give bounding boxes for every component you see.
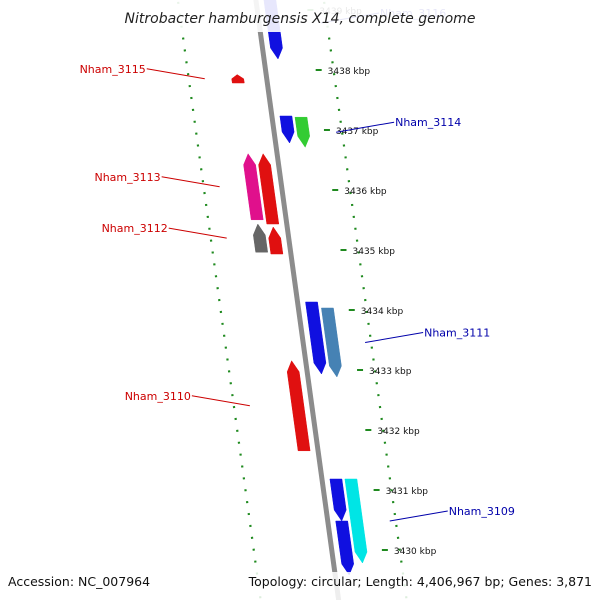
gene-nham-3111-leader	[365, 332, 424, 343]
genome-backbone	[253, 0, 342, 600]
map-title: Nitrobacter hamburgensis X14, complete g…	[125, 11, 476, 27]
accession-text: Accession: NC_007964	[8, 574, 150, 589]
gene-nham-3110-arrow	[286, 360, 311, 452]
tick-label: 3435 kbp	[353, 247, 396, 257]
title-backdrop	[0, 0, 600, 32]
track-dots	[176, 0, 408, 600]
gene-nham-3114-leader	[336, 121, 395, 133]
gene-nham-3115-label: Nham_3115	[80, 63, 146, 76]
gene-nham-3110-label: Nham_3110	[125, 390, 191, 403]
gene-feature-arrow	[305, 301, 327, 375]
tick-label: 3430 kbp	[394, 547, 437, 557]
gene-feature-arrow	[258, 153, 280, 225]
gene-feature-arrow	[268, 226, 284, 255]
footer-backdrop	[0, 572, 600, 600]
tick-label: 3436 kbp	[344, 187, 387, 197]
gene-nham-3109-leader	[389, 510, 448, 522]
gene-feature-arrow	[279, 115, 295, 144]
gene-nham-3109-label: Nham_3109	[449, 505, 515, 518]
topology-text: Topology: circular; Length: 4,406,967 bp…	[248, 574, 592, 589]
gene-feature-arrow	[335, 520, 354, 576]
gene-features	[231, 0, 368, 576]
gene-nham-3114-label: Nham_3114	[395, 116, 461, 129]
gene-nham-3111-arrow	[321, 307, 342, 378]
tick-label: 3438 kbp	[328, 67, 371, 77]
gene-nham-3113-leader	[161, 176, 220, 188]
gene-nham-3112-label: Nham_3112	[102, 222, 168, 235]
tick-label: 3432 kbp	[377, 427, 420, 437]
gene-nham-3115-arrow	[231, 74, 245, 84]
gene-feature-arrow	[329, 478, 347, 522]
gene-nham-3109-arrow	[344, 478, 368, 564]
gene-nham-3111-label: Nham_3111	[424, 327, 490, 340]
gene-nham-3113-arrow	[243, 153, 264, 221]
tick-label: 3431 kbp	[386, 487, 429, 497]
gene-nham-3110-leader	[191, 395, 250, 407]
tick-label: 3434 kbp	[361, 307, 404, 317]
tick-label: 3433 kbp	[369, 367, 412, 377]
gene-nham-3112-arrow	[253, 223, 268, 253]
gene-nham-3115-leader	[146, 68, 205, 80]
gene-nham-3112-leader	[168, 227, 227, 239]
gene-nham-3114-arrow	[294, 116, 310, 148]
gene-nham-3113-label: Nham_3113	[94, 171, 160, 184]
track-dots-right	[322, 0, 408, 600]
track-dots-left	[176, 0, 262, 600]
tick-label: 3437 kbp	[336, 127, 379, 137]
